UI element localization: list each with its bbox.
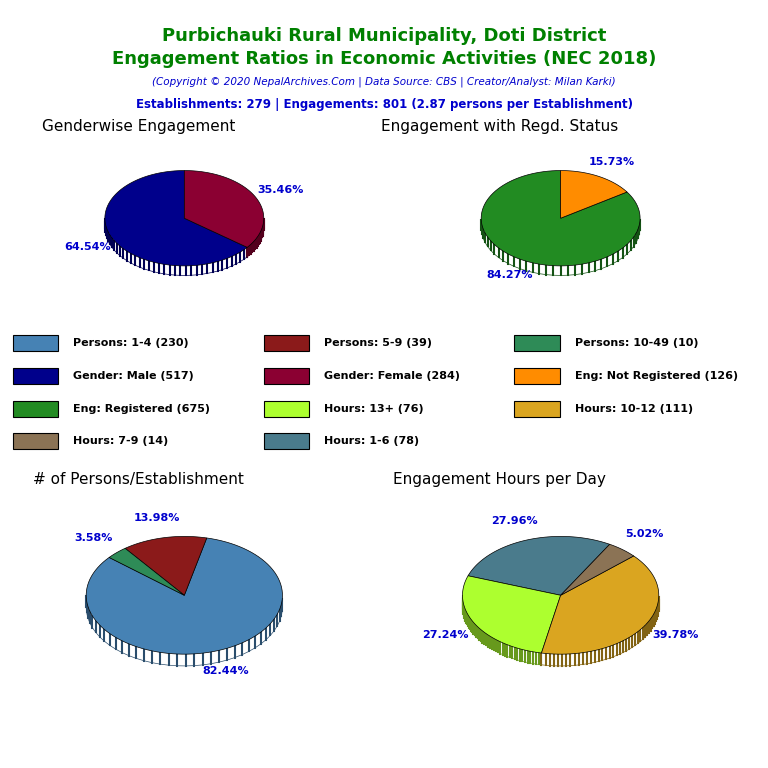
Text: Persons: 1-4 (230): Persons: 1-4 (230) <box>73 338 188 349</box>
Text: Engagement Ratios in Economic Activities (NEC 2018): Engagement Ratios in Economic Activities… <box>112 50 656 68</box>
Text: # of Persons/Establishment: # of Persons/Establishment <box>33 472 243 488</box>
Bar <box>13 368 58 384</box>
Text: 27.24%: 27.24% <box>422 630 468 640</box>
Text: (Copyright © 2020 NepalArchives.Com | Data Source: CBS | Creator/Analyst: Milan : (Copyright © 2020 NepalArchives.Com | Da… <box>152 77 616 88</box>
Polygon shape <box>468 536 610 595</box>
Text: 3.58%: 3.58% <box>74 533 112 543</box>
Text: Engagement with Regd. Status: Engagement with Regd. Status <box>381 119 617 134</box>
Text: 15.73%: 15.73% <box>588 157 634 167</box>
Bar <box>263 401 309 416</box>
Text: 35.46%: 35.46% <box>257 185 304 195</box>
Text: Hours: 10-12 (111): Hours: 10-12 (111) <box>574 403 693 414</box>
Text: Purbichauki Rural Municipality, Doti District: Purbichauki Rural Municipality, Doti Dis… <box>162 27 606 45</box>
Polygon shape <box>482 170 640 266</box>
Bar <box>263 368 309 384</box>
Polygon shape <box>109 548 184 595</box>
Bar <box>263 433 309 449</box>
Text: Hours: 1-6 (78): Hours: 1-6 (78) <box>324 436 419 446</box>
Text: Gender: Male (517): Gender: Male (517) <box>73 371 194 381</box>
Polygon shape <box>462 576 561 653</box>
Bar <box>263 335 309 352</box>
Text: 5.02%: 5.02% <box>625 528 664 538</box>
Text: Engagement Hours per Day: Engagement Hours per Day <box>392 472 606 488</box>
Text: 39.78%: 39.78% <box>653 630 699 640</box>
Polygon shape <box>125 536 207 595</box>
Text: Eng: Registered (675): Eng: Registered (675) <box>73 403 210 414</box>
Polygon shape <box>184 170 263 247</box>
Polygon shape <box>561 545 634 595</box>
Bar <box>515 368 560 384</box>
Polygon shape <box>541 556 659 654</box>
Polygon shape <box>105 170 247 266</box>
Text: 13.98%: 13.98% <box>134 512 180 522</box>
Polygon shape <box>86 538 283 654</box>
Text: Persons: 10-49 (10): Persons: 10-49 (10) <box>574 338 698 349</box>
Text: 82.44%: 82.44% <box>203 666 250 676</box>
Text: 27.96%: 27.96% <box>492 516 538 526</box>
Bar <box>515 401 560 416</box>
Text: Hours: 13+ (76): Hours: 13+ (76) <box>324 403 423 414</box>
Text: 84.27%: 84.27% <box>486 270 533 280</box>
Bar <box>13 401 58 416</box>
Text: Establishments: 279 | Engagements: 801 (2.87 persons per Establishment): Establishments: 279 | Engagements: 801 (… <box>135 98 633 111</box>
Text: Genderwise Engagement: Genderwise Engagement <box>41 119 235 134</box>
Bar <box>515 335 560 352</box>
Text: Hours: 7-9 (14): Hours: 7-9 (14) <box>73 436 168 446</box>
Text: Gender: Female (284): Gender: Female (284) <box>324 371 460 381</box>
Text: Persons: 5-9 (39): Persons: 5-9 (39) <box>324 338 432 349</box>
Bar <box>13 433 58 449</box>
Polygon shape <box>561 170 627 218</box>
Text: Eng: Not Registered (126): Eng: Not Registered (126) <box>574 371 738 381</box>
Bar <box>13 335 58 352</box>
Text: 64.54%: 64.54% <box>65 242 111 252</box>
